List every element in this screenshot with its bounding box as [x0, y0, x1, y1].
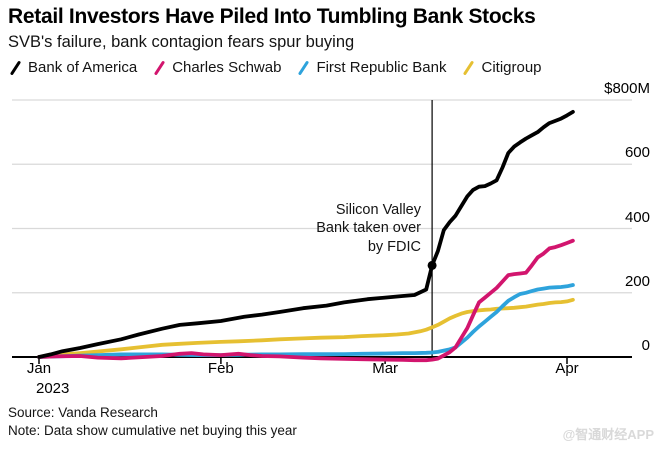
x-axis-label: Mar	[372, 360, 399, 377]
x-axis-label: Jan	[26, 360, 52, 377]
y-axis-label: 400	[624, 208, 650, 226]
legend-label: Bank of America	[28, 59, 138, 76]
note-text: Note: Data show cumulative net buying th…	[8, 423, 297, 438]
line-swatch-icon	[297, 59, 310, 76]
x-axis-label: Apr	[555, 360, 579, 377]
y-axis-label: 600	[624, 144, 650, 162]
y-axis-label: 200	[624, 272, 650, 290]
source-text: Source: Vanda Research	[8, 405, 158, 420]
legend: Bank of America Charles Schwab First Rep…	[9, 59, 542, 76]
legend-item-citigroup: Citigroup	[462, 59, 542, 76]
line-swatch-icon	[462, 59, 475, 76]
legend-label: Citigroup	[481, 59, 542, 76]
y-axis-label: $800M	[604, 80, 650, 97]
legend-item-charles-schwab: Charles Schwab	[153, 59, 282, 76]
y-axis-label: 0	[641, 337, 650, 354]
chart-subtitle: SVB's failure, bank contagion fears spur…	[8, 33, 355, 51]
chart-title: Retail Investors Have Piled Into Tumblin…	[8, 5, 536, 28]
legend-label: Charles Schwab	[172, 59, 282, 76]
x-axis-year-label: 2023	[36, 380, 70, 397]
x-axis-label: Feb	[207, 360, 234, 377]
event-annotation: Silicon Valley Bank taken over by FDIC	[316, 202, 421, 255]
line-swatch-icon	[153, 59, 165, 76]
line-swatch-icon	[9, 59, 21, 76]
legend-item-first-republic-bank: First Republic Bank	[297, 59, 447, 76]
legend-item-bank-of-america: Bank of America	[9, 59, 138, 76]
watermark: @智通财经APP	[562, 427, 654, 442]
legend-label: First Republic Bank	[316, 59, 447, 76]
